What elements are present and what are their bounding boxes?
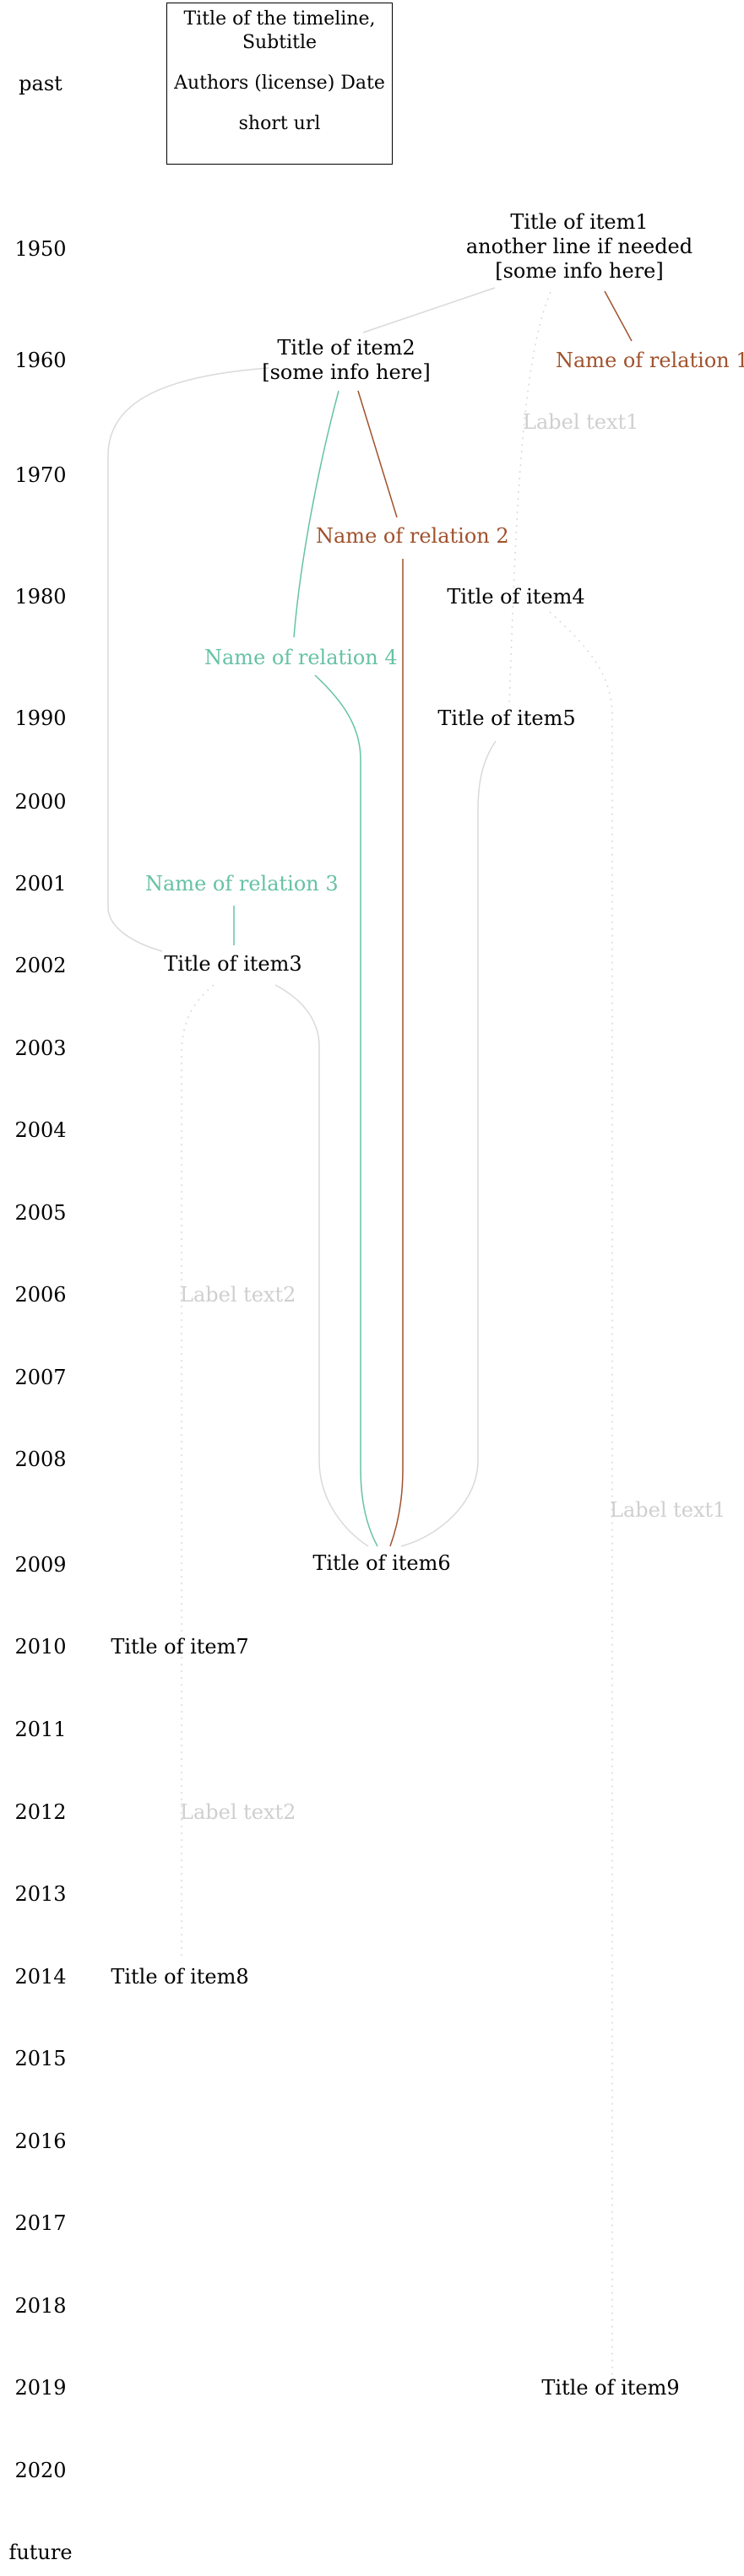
year-2005: 2005 [14,1201,67,1225]
label-text1-lower: Label text1 [610,1498,726,1522]
item7-title: Title of item7 [111,1635,249,1659]
edge-item2-relation2 [357,390,398,518]
year-1950: 1950 [14,237,67,261]
year-2018: 2018 [14,2294,67,2318]
edge-item2-item1 [362,287,496,333]
year-future: future [8,2541,73,2564]
timeline-subtitle: Subtitle [242,32,318,53]
timeline-authors: Authors (license) Date [174,73,385,94]
timeline-url: short url [238,113,321,134]
year-1960: 1960 [14,349,67,372]
year-1970: 1970 [14,463,67,487]
item6-title: Title of item6 [312,1551,451,1575]
year-2007: 2007 [14,1366,67,1389]
year-2002: 2002 [14,954,67,977]
label-text1-upper: Label text1 [523,410,639,434]
year-2019: 2019 [14,2376,67,2400]
edge-item3-item6 [274,984,369,1547]
edge-item4-item9-dotted [549,611,613,2382]
item3-title: Title of item3 [164,952,302,976]
edge-item2-item3 [107,367,269,952]
year-2004: 2004 [14,1118,67,1142]
year-2020: 2020 [14,2459,67,2482]
label-text2-upper: Label text2 [180,1283,296,1307]
item1-info: [some info here] [495,259,664,283]
year-2000: 2000 [14,790,67,814]
edge-item5-item6 [400,740,497,1547]
item8-title: Title of item8 [111,1965,249,1989]
timeline-title-box: Title of the timeline, Subtitle Authors … [166,3,393,165]
item2-node: Title of item2 [some info here] [245,336,448,385]
item1-title: Title of item1 [510,210,649,234]
year-2008: 2008 [14,1448,67,1471]
year-1990: 1990 [14,706,67,730]
year-2003: 2003 [14,1036,67,1060]
item9-title: Title of item9 [541,2376,680,2400]
year-2012: 2012 [14,1800,67,1824]
edge-item1-item5-dotted [508,291,551,706]
item2-info: [some info here] [262,360,431,384]
relation3-label: Name of relation 3 [145,872,339,896]
relation1-label: Name of relation 1 [556,349,744,372]
edge-relation2-item6 [389,559,404,1547]
year-2013: 2013 [14,1882,67,1906]
item1-line2: another line if needed [465,235,693,258]
relation2-label: Name of relation 2 [316,524,509,548]
year-2014: 2014 [14,1965,67,1989]
year-2011: 2011 [14,1718,67,1741]
year-2001: 2001 [14,872,67,896]
item5-title: Title of item5 [437,706,576,730]
edge-item2-relation4 [293,390,339,638]
year-past: past [19,72,62,95]
relation4-label: Name of relation 4 [204,646,398,669]
item2-title: Title of item2 [277,336,415,360]
edge-relation4-item6 [314,674,378,1547]
label-text2-lower: Label text2 [180,1800,296,1824]
year-2017: 2017 [14,2211,67,2235]
item1-node: Title of item1 another line if needed [s… [453,210,706,284]
item4-title: Title of item4 [447,585,585,609]
year-2015: 2015 [14,2047,67,2070]
year-2006: 2006 [14,1283,67,1307]
year-2016: 2016 [14,2130,67,2153]
edge-item1-relation1 [604,290,633,342]
year-2009: 2009 [14,1553,67,1577]
year-1980: 1980 [14,585,67,609]
year-2010: 2010 [14,1635,67,1659]
timeline-title: Title of the timeline, [183,8,376,30]
